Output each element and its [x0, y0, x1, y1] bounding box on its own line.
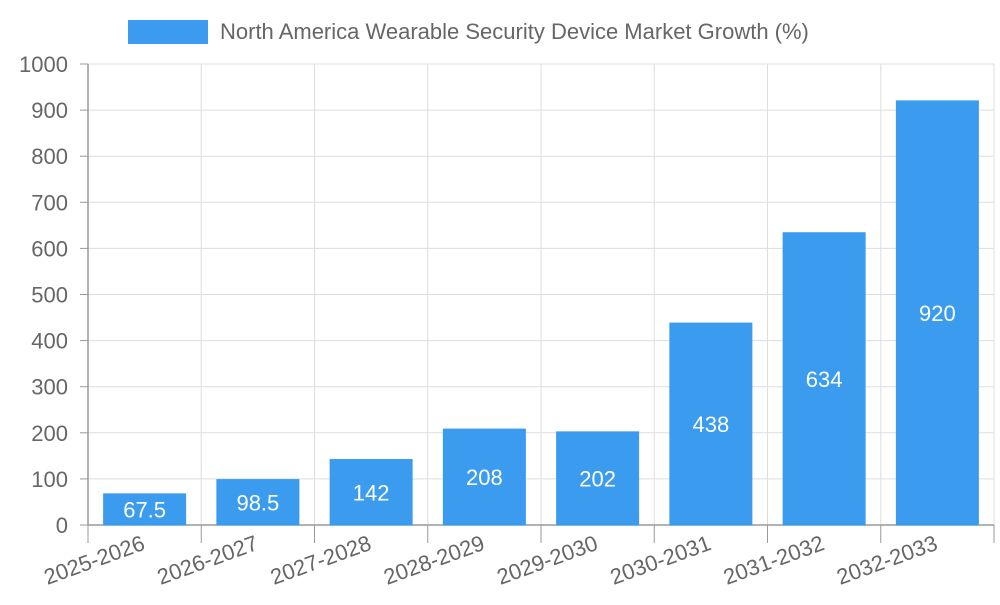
bar-2027-2028 — [329, 459, 413, 526]
bars — [103, 100, 979, 526]
y-tick-label: 900 — [31, 98, 68, 123]
y-tick-label: 800 — [31, 144, 68, 169]
x-tick-label: 2030-2031 — [607, 530, 714, 589]
bar-2028-2029 — [442, 428, 526, 526]
y-tick-label: 0 — [56, 513, 68, 538]
y-tick-label: 600 — [31, 236, 68, 261]
y-tick-label: 700 — [31, 190, 68, 215]
y-tick-label: 500 — [31, 283, 68, 308]
bar-value-label: 98.5 — [236, 490, 279, 515]
bar-value-label: 920 — [919, 301, 956, 326]
bar-2031-2032 — [782, 232, 866, 526]
y-axis-tick-labels: 0 100 200 300 400 500 600 700 800 900 1000 — [19, 52, 68, 538]
bar-value-labels: 67.5 98.5 142 208 202 438 634 920 — [123, 301, 956, 523]
x-tick-label: 2026-2027 — [154, 530, 261, 589]
bar-value-label: 634 — [806, 367, 843, 392]
bar-2030-2031 — [669, 322, 753, 526]
y-tick-label: 200 — [31, 421, 68, 446]
bar-2025-2026 — [103, 493, 187, 526]
legend-swatch — [128, 20, 208, 44]
x-tick-label: 2025-2026 — [41, 530, 148, 589]
x-tick-label: 2031-2032 — [720, 530, 827, 589]
y-tick-label: 100 — [31, 467, 68, 492]
x-tick-label: 2028-2029 — [380, 530, 487, 589]
legend[interactable]: North America Wearable Security Device M… — [128, 19, 809, 44]
bar-2026-2027 — [216, 479, 300, 526]
legend-label: North America Wearable Security Device M… — [220, 19, 809, 44]
y-tick-label: 1000 — [19, 52, 68, 77]
x-tick-label: 2027-2028 — [267, 530, 374, 589]
bar-2029-2030 — [556, 431, 640, 526]
y-tick-label: 400 — [31, 329, 68, 354]
y-tick-label: 300 — [31, 375, 68, 400]
bar-2032-2033 — [895, 100, 979, 526]
bar-value-label: 142 — [353, 480, 390, 505]
bar-value-label: 208 — [466, 465, 503, 490]
x-tick-label: 2029-2030 — [494, 530, 601, 589]
x-axis-tick-labels: 2025-2026 2026-2027 2027-2028 2028-2029 2029… — [41, 530, 941, 589]
bar-value-label: 438 — [693, 412, 730, 437]
x-tick-label: 2032-2033 — [833, 530, 940, 589]
bar-value-label: 202 — [579, 466, 616, 491]
bar-value-label: 67.5 — [123, 497, 166, 522]
